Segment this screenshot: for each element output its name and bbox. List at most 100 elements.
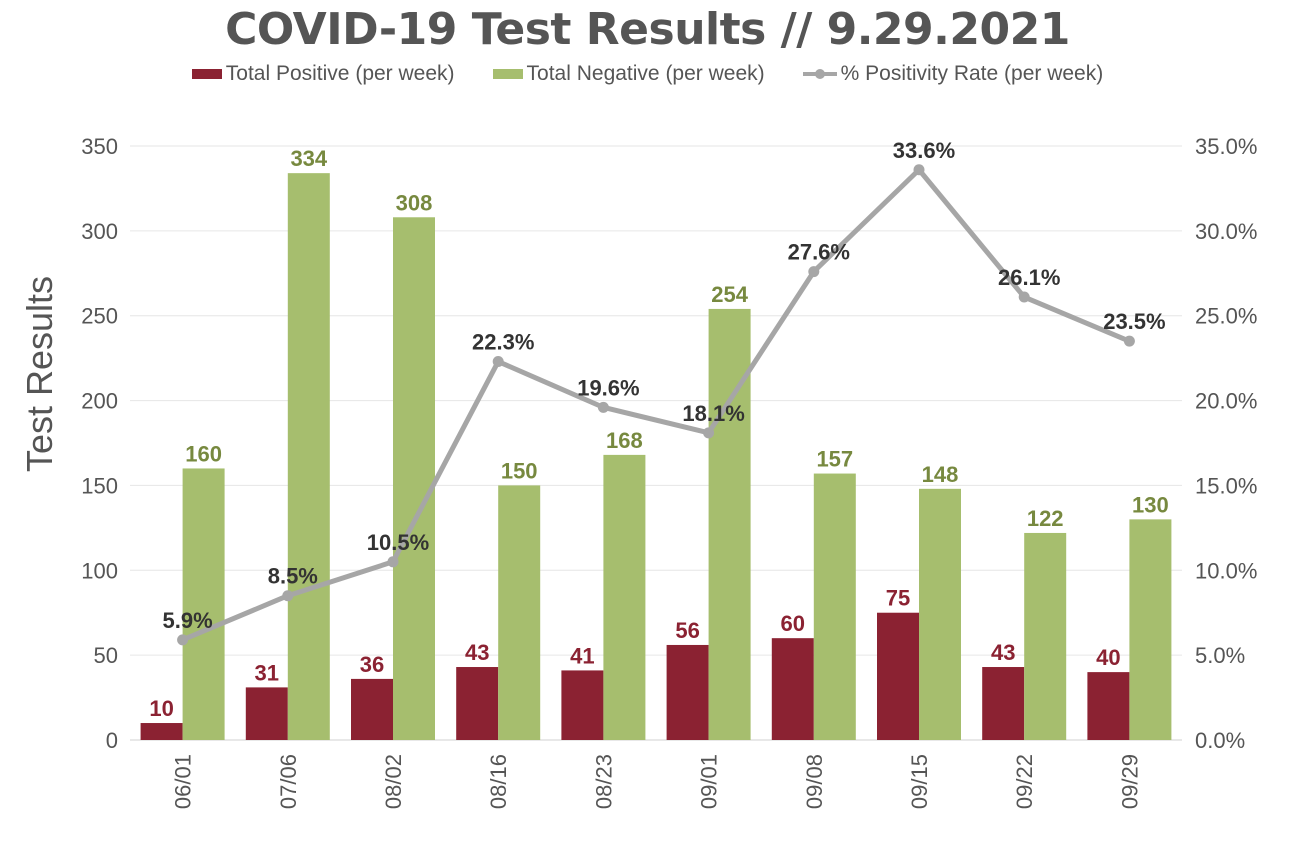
legend-item-rate: % Positivity Rate (per week)	[802, 62, 1104, 86]
legend-label-negative: Total Negative (per week)	[526, 62, 765, 85]
rate-point	[913, 164, 925, 176]
x-tick-label: 09/22	[1012, 754, 1037, 809]
data-label-positive: 41	[570, 643, 594, 668]
data-label-negative: 148	[922, 462, 959, 487]
y-axis-title: Test Results	[19, 276, 60, 472]
y2-tick-label: 30.0%	[1195, 219, 1257, 244]
bar-negative	[603, 454, 646, 740]
legend-label-positive: Total Positive (per week)	[225, 62, 455, 85]
y2-tick-label: 20.0%	[1195, 389, 1257, 414]
legend-swatch-rate	[802, 69, 837, 79]
bar-positive	[666, 644, 709, 740]
data-label-rate: 26.1%	[998, 265, 1060, 290]
bars-layer	[140, 173, 1172, 740]
y2-tick-label: 0.0%	[1195, 728, 1245, 753]
data-label-negative: 160	[185, 441, 222, 466]
bar-negative	[287, 173, 330, 740]
data-label-rate: 5.9%	[163, 608, 213, 633]
y-tick-label: 250	[81, 304, 118, 329]
y2-tick-label: 5.0%	[1195, 643, 1245, 668]
data-label-rate: 23.5%	[1103, 309, 1165, 334]
data-label-rate: 27.6%	[788, 240, 850, 265]
rate-point	[387, 556, 399, 568]
bar-negative	[182, 468, 225, 740]
data-label-rate: 33.6%	[893, 138, 955, 163]
bar-positive	[877, 612, 919, 740]
data-label-negative: 150	[501, 458, 538, 483]
data-label-positive: 31	[255, 660, 279, 685]
y-tick-label: 0	[106, 728, 118, 753]
y-tick-label: 350	[81, 134, 118, 159]
data-label-rate: 22.3%	[472, 330, 534, 355]
bar-negative	[1129, 519, 1172, 740]
data-label-positive: 43	[991, 640, 1015, 665]
data-label-positive: 43	[465, 640, 489, 665]
y2-tick-label: 15.0%	[1195, 473, 1257, 498]
line-layer	[177, 164, 1135, 646]
chart-title: COVID-19 Test Results // 9.29.2021	[225, 4, 1070, 55]
data-label-negative: 122	[1027, 506, 1064, 531]
data-label-positive: 40	[1096, 645, 1120, 670]
axis-layer: 0 50 100 150 200 250 300 350 0.0% 5.0% 10.0% 15.0% 2…	[81, 134, 1257, 809]
y-tick-label: 100	[81, 558, 118, 583]
rate-point	[282, 590, 294, 602]
x-tick-label: 07/06	[276, 754, 301, 809]
legend-swatch-negative	[492, 69, 523, 79]
data-label-positive: 75	[886, 586, 910, 611]
y-tick-label: 200	[81, 389, 118, 414]
y-tick-label: 50	[94, 643, 118, 668]
bar-positive	[351, 678, 393, 740]
data-label-negative: 130	[1132, 492, 1169, 517]
data-label-positive: 36	[360, 652, 384, 677]
data-label-positive: 56	[675, 618, 699, 643]
x-tick-label: 09/15	[907, 754, 932, 809]
rate-point	[597, 401, 609, 413]
data-label-negative: 334	[290, 146, 327, 171]
rate-line	[181, 167, 1131, 643]
legend-item-negative: Total Negative (per week)	[492, 62, 765, 86]
rate-point	[703, 427, 715, 439]
data-label-negative: 308	[396, 190, 433, 215]
bar-negative	[813, 473, 856, 740]
bar-positive	[982, 667, 1025, 740]
y-tick-label: 150	[81, 473, 118, 498]
bar-positive	[456, 667, 499, 740]
x-tick-label: 08/16	[486, 754, 511, 809]
y2-tick-label: 25.0%	[1195, 304, 1257, 329]
rate-point	[808, 266, 820, 278]
data-label-positive: 10	[149, 696, 173, 721]
x-tick-label: 08/02	[381, 754, 406, 809]
data-label-rate: 8.5%	[268, 564, 318, 589]
bar-positive	[245, 687, 288, 740]
labels-layer: 10 160 31 334 36 308 43 150 41 168 56 254 60 157 75 148…	[149, 138, 1168, 721]
x-tick-label: 06/01	[171, 754, 196, 809]
data-label-negative: 157	[816, 447, 853, 472]
bar-negative	[498, 485, 541, 740]
bar-positive	[771, 638, 814, 740]
data-label-negative: 254	[711, 282, 748, 307]
x-tick-label: 09/01	[697, 754, 722, 809]
data-label-rate: 18.1%	[682, 401, 744, 426]
data-label-rate: 10.5%	[367, 530, 429, 555]
bar-negative	[919, 488, 961, 740]
legend-item-positive: Total Positive (per week)	[191, 62, 455, 86]
x-tick-label: 08/23	[591, 754, 616, 809]
bar-positive	[1087, 672, 1130, 740]
bar-negative	[393, 217, 435, 740]
data-label-positive: 60	[781, 611, 805, 636]
data-label-rate: 19.6%	[577, 375, 639, 400]
legend: Total Positive (per week) Total Negative…	[0, 62, 1295, 86]
rate-point	[177, 634, 189, 646]
bar-positive	[561, 670, 604, 740]
rate-point	[492, 356, 504, 368]
y-tick-label: 300	[81, 219, 118, 244]
rate-point	[1123, 335, 1135, 347]
x-tick-label: 09/29	[1117, 754, 1142, 809]
x-tick-label: 09/08	[802, 754, 827, 809]
y2-tick-label: 35.0%	[1195, 134, 1257, 159]
legend-swatch-positive	[191, 69, 222, 79]
rate-point	[1018, 291, 1030, 303]
data-label-negative: 168	[606, 428, 643, 453]
legend-label-rate: % Positivity Rate (per week)	[840, 62, 1104, 85]
